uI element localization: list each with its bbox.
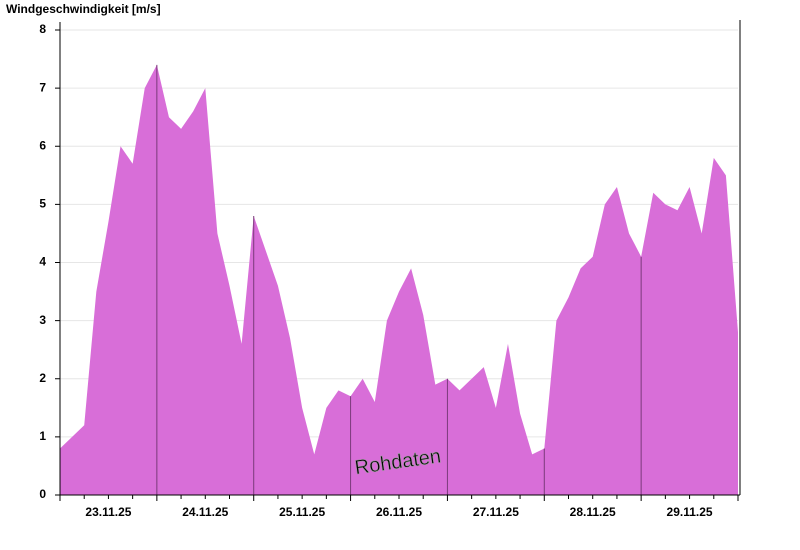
x-tick-label: 28.11.25 bbox=[570, 505, 616, 519]
y-tick-label: 1 bbox=[39, 429, 46, 443]
y-tick-label: 6 bbox=[39, 138, 46, 152]
x-tick-label: 23.11.25 bbox=[85, 505, 131, 519]
chart-title: Windgeschwindigkeit [m/s] bbox=[6, 2, 161, 16]
x-tick-label: 27.11.25 bbox=[473, 505, 519, 519]
x-tick-label: 24.11.25 bbox=[182, 505, 228, 519]
area bbox=[60, 64, 738, 495]
y-tick-label: 7 bbox=[39, 80, 46, 94]
y-tick-label: 3 bbox=[39, 313, 46, 327]
x-tick-label: 26.11.25 bbox=[376, 505, 422, 519]
y-tick-label: 5 bbox=[39, 197, 46, 211]
y-tick-label: 4 bbox=[39, 255, 46, 269]
x-tick-label: 25.11.25 bbox=[279, 505, 325, 519]
x-tick-label: 29.11.25 bbox=[667, 505, 713, 519]
y-tick-label: 2 bbox=[39, 371, 46, 385]
y-tick-label: 0 bbox=[39, 487, 46, 501]
y-tick-label: 8 bbox=[39, 22, 46, 36]
